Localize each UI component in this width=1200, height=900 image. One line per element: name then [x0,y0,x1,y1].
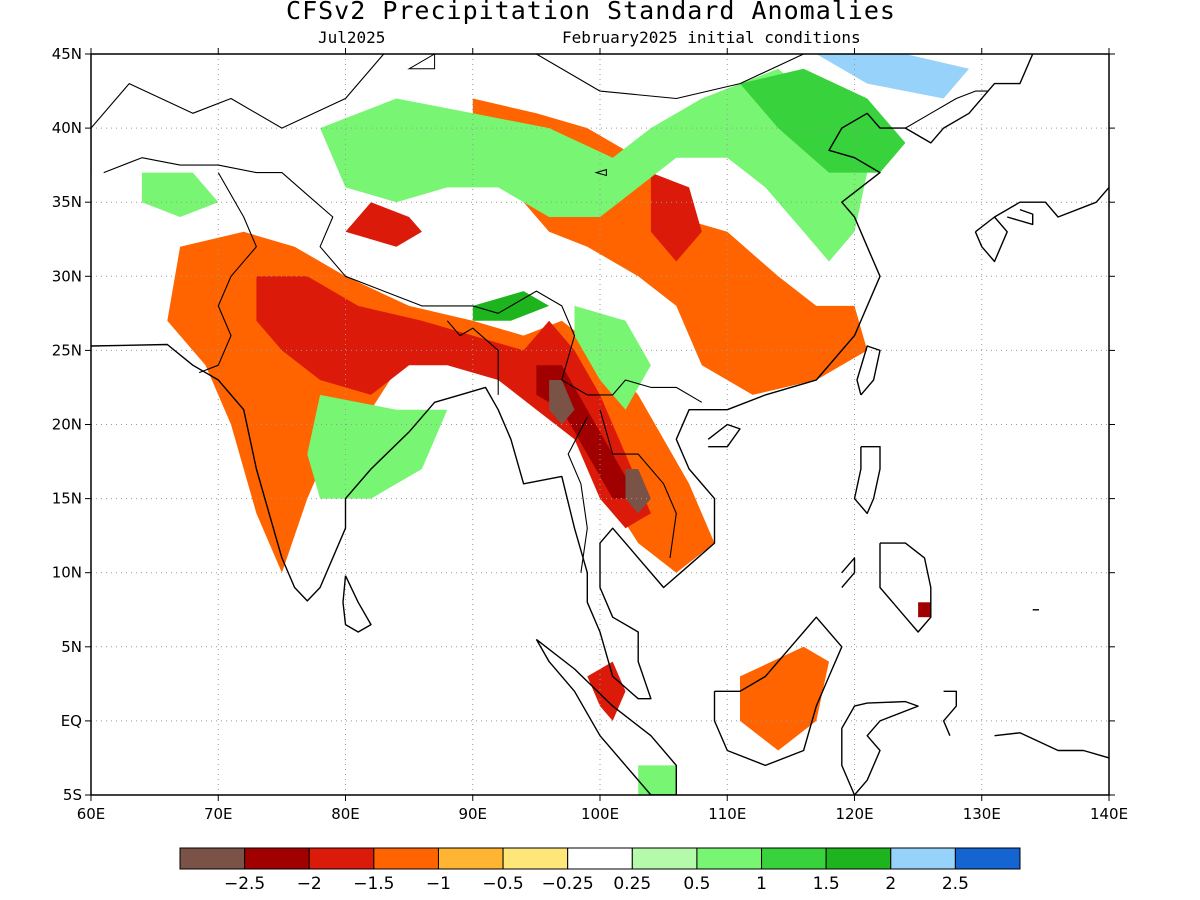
coastline [91,54,1034,700]
colorbar-swatch [244,847,310,870]
anomaly-patch [740,646,829,751]
coastline [841,700,919,795]
colorbar-swatch [437,847,504,870]
colorbar-swatch [890,847,956,870]
coastline [974,186,1109,233]
country-border [91,54,385,173]
anomaly-field [141,54,969,795]
lon-tick-label: 80E [331,805,360,823]
anomaly-patch [587,661,626,721]
colorbar-swatch [373,847,439,870]
anomaly-patch [574,305,651,410]
anomaly-patch [549,380,575,425]
colorbar: −2.5 −2 −1.5 −1 −0.5 −0.25 0.25 0.5 1 1.5 2 2.5 [179,847,1021,894]
initial-conditions-label: February2025 initial conditions [562,28,861,47]
anomaly-patch [141,172,219,217]
coastline [879,542,932,633]
coastlines [91,54,1109,795]
lat-tick-label: 25N [52,341,82,359]
coastline [856,345,881,396]
lon-tick-label: 60E [77,805,106,823]
coastline [342,575,372,633]
colorbar-label: 1.5 [813,874,840,894]
lat-tick-label: 5S [63,786,82,804]
lake-outline [407,54,436,70]
lat-tick-label: 40N [52,119,82,137]
country-border [446,320,499,395]
lon-tick-label: 130E [963,805,1001,823]
colorbar-label: 1 [756,874,767,894]
map-title: CFSv2 Precipitation Standard Anomalies [286,0,896,25]
coastline [841,557,856,588]
colorbar-swatch [761,847,827,870]
lake-outline [594,168,607,177]
target-month-label: Jul2025 [318,28,386,47]
coastline [942,690,957,736]
colorbar-swatch [567,847,633,870]
coastline [707,423,741,448]
lon-tick-label: 140E [1090,805,1128,823]
anomaly-patch [638,765,677,795]
coastline [1007,208,1034,226]
country-border [599,409,677,558]
colorbar-label: 0.25 [613,874,651,894]
coastline [853,446,881,515]
lat-tick-label: 20N [52,416,82,434]
coastline [713,616,843,767]
country-border [567,416,588,573]
colorbar-swatch [502,847,569,870]
colorbar-swatch [179,847,246,870]
colorbar-label: −2.5 [224,874,265,894]
anomaly-patch [345,202,422,247]
country-border [199,172,257,374]
colorbar-swatch [696,847,763,870]
lon-tick-label: 100E [581,805,619,823]
lon-tick-label: 120E [835,805,873,823]
colorbar-swatch [308,847,375,870]
lat-tick-label: 35N [52,193,82,211]
anomaly-patch [918,602,931,618]
anomaly-patch [816,54,969,99]
anomaly-patch [320,68,868,262]
anomaly-patch [256,276,651,529]
colorbar-label: −1.5 [353,874,394,894]
colorbar-label: −0.25 [542,874,594,894]
anomaly-patch [307,394,448,499]
colorbar-label: −0.5 [482,874,523,894]
lat-tick-label: 15N [52,490,82,508]
colorbar-label: 2.5 [942,874,969,894]
anomaly-patch [650,172,702,262]
country-border [103,157,703,403]
coastline [994,732,1109,759]
lon-tick-label: 70E [204,805,233,823]
coastline [974,216,1008,263]
colorbar-label: 2 [885,874,896,894]
colorbar-swatch [954,847,1021,870]
lon-tick-label: 90E [458,805,487,823]
coastline [535,638,677,795]
colorbar-label: 0.5 [683,874,710,894]
lat-tick-label: 30N [52,267,82,285]
colorbar-swatch [631,847,698,870]
country-border [533,54,805,100]
country-border [905,90,989,129]
anomaly-patch [740,68,906,173]
lon-tick-label: 110E [708,805,746,823]
colorbar-label: −2 [297,874,322,894]
lat-tick-label: 45N [52,45,82,63]
colorbar-swatch [825,847,892,870]
lat-tick-label: 10N [52,564,82,582]
anomaly-patch [625,469,651,514]
lat-tick-label: 5N [61,638,82,656]
colorbar-label: −1 [426,874,451,894]
lat-tick-label: EQ [61,712,82,730]
